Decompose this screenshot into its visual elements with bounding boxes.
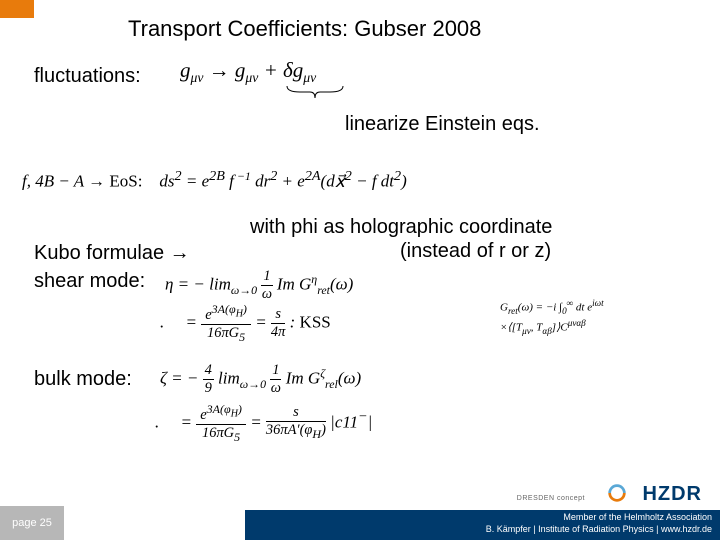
eq-gret-side: Gret(ω) = −i ∫0∞ dt eiωt ×⟨[Tμν, Tαβ]⟩Cμ… <box>500 298 604 338</box>
footer-line1: Member of the Helmholtz Association <box>245 512 712 524</box>
instead-label: (instead of r or z) <box>400 240 551 263</box>
fluctuations-label: fluctuations: <box>34 65 141 88</box>
eq-bulk-zeta: ζ = − 49 limω→0 1ω Im Gζrel(ω) <box>160 362 361 397</box>
footer-text: Member of the Helmholtz Association B. K… <box>245 510 720 540</box>
footer: page 25 Member of the Helmholtz Associat… <box>0 506 720 540</box>
eq-metric-perturb: gμν → gμν + δgμν <box>180 58 316 86</box>
eq-shear-kss: . = e3A(φH)16πG5 = s4π : KSS <box>160 302 331 345</box>
with-phi-label: with phi as holographic coordinate <box>250 216 552 239</box>
hzdr-icon <box>606 482 628 504</box>
eq-eos: f, 4B − A → EoS: ds2 = e2B f −1 dr2 + e2… <box>22 168 407 192</box>
page-title: Transport Coefficients: Gubser 2008 <box>128 16 481 42</box>
footer-line2: B. Kämpfer | Institute of Radiation Phys… <box>245 524 712 536</box>
page-number: page 25 <box>0 506 64 540</box>
linearize-label: linearize Einstein eqs. <box>345 113 540 136</box>
shear-label: shear mode: <box>34 270 145 293</box>
dresden-logo: DRESDEN concept <box>517 495 585 502</box>
eq-bulk-result: . = e3A(φH)16πG5 = s36πA′(φH) |c11−| <box>155 402 372 445</box>
brace-icon <box>285 84 345 100</box>
hzdr-logo: HZDR <box>642 483 702 506</box>
kubo-label: Kubo formulae → <box>34 242 190 265</box>
corner-accent <box>0 0 34 18</box>
bulk-label: bulk mode: <box>34 368 132 391</box>
eq-shear-eta: η = − limω→0 1ω Im Gηret(ω) <box>165 268 353 303</box>
dresden-logo-text: DRESDEN concept <box>517 495 585 502</box>
